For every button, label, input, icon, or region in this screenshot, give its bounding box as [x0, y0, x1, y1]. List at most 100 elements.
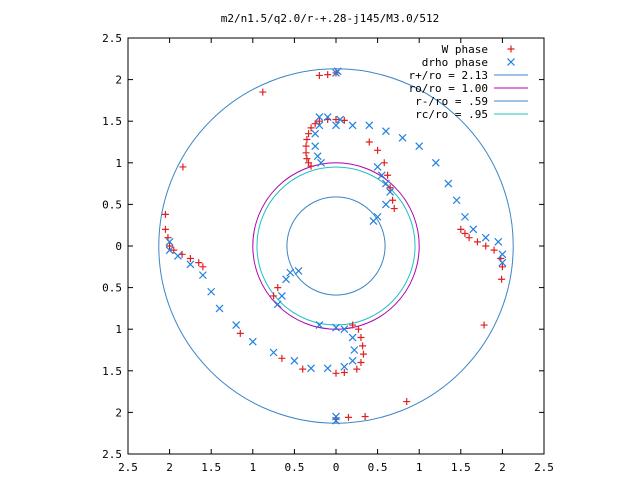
drho-phase-point: [173, 252, 182, 260]
drho-phase-point: [323, 364, 332, 373]
w-phase-point: [303, 155, 311, 163]
y-tick-label: 1: [115, 323, 122, 336]
drho-phase-point: [348, 356, 357, 365]
w-phase-point: [482, 242, 490, 250]
chart-title: m2/n1.5/q2.0/r-+.28-j145/M3.0/512: [221, 12, 440, 25]
drho-phase-point: [398, 133, 407, 142]
legend-marker: [507, 58, 515, 66]
w-phase-point: [340, 116, 348, 124]
drho-phase-point: [198, 271, 207, 280]
drho-phase-point: [165, 237, 174, 246]
data-points: [161, 67, 507, 425]
drho-phase-point: [348, 121, 357, 130]
y-tick-label: 1: [115, 157, 122, 170]
drho-phase-point: [277, 291, 286, 300]
x-tick-label: 1.5: [451, 461, 471, 474]
w-phase-point: [236, 329, 244, 337]
drho-phase-point: [315, 113, 324, 121]
w-phase-point: [332, 369, 340, 377]
w-phase-point: [302, 142, 310, 150]
w-phase-point: [274, 284, 282, 292]
w-phase-point: [259, 88, 267, 96]
x-tick-label: 1.5: [201, 461, 221, 474]
w-phase-point: [278, 354, 286, 362]
drho-phase-point: [373, 163, 382, 171]
drho-phase-point: [332, 323, 340, 332]
legend-label: r-/ro = .59: [415, 95, 488, 108]
w-phase-point: [340, 368, 348, 376]
w-phase-point: [195, 259, 203, 267]
w-phase-point: [361, 413, 369, 421]
reference-circle: [256, 166, 416, 326]
reference-circle: [252, 162, 420, 330]
drho-phase-point: [311, 142, 320, 151]
w-phase-point: [349, 321, 357, 329]
drho-phase-point: [336, 115, 345, 124]
w-phase-point: [403, 398, 411, 406]
w-phase-point: [161, 225, 169, 233]
drho-phase-point: [461, 212, 469, 221]
drho-phase-point: [348, 333, 357, 342]
w-phase-point: [390, 205, 398, 213]
w-phase-point: [307, 162, 315, 170]
drho-phase-point: [369, 217, 378, 225]
w-phase-point: [270, 292, 278, 300]
x-tick-label: 0: [333, 461, 340, 474]
legend-label: r+/ro = 2.13: [409, 69, 488, 82]
drho-phase-point: [315, 321, 324, 329]
legend-label: drho phase: [422, 56, 488, 69]
x-tick-label: 0.5: [368, 461, 388, 474]
drho-phase-point: [415, 142, 424, 151]
legend-marker: [507, 45, 515, 53]
w-phase-point: [161, 210, 169, 218]
w-phase-point: [457, 225, 465, 233]
y-tick-label: 1.5: [102, 115, 122, 128]
y-tick-label: 1.5: [102, 365, 122, 378]
drho-phase-point: [444, 179, 453, 188]
w-phase-point: [461, 230, 469, 238]
x-tick-label: 2: [499, 461, 506, 474]
drho-phase-point: [332, 121, 340, 130]
w-phase-point: [498, 275, 506, 283]
legend-label: rc/ro = .95: [415, 108, 488, 121]
reference-circles: [158, 68, 514, 424]
x-tick-label: 2: [166, 461, 173, 474]
drho-phase-point: [290, 356, 299, 365]
y-tick-label: 0: [115, 240, 122, 253]
y-tick-label: 2: [115, 74, 122, 87]
y-tick-label: 0.5: [102, 282, 122, 295]
x-tick-label: 1: [416, 461, 423, 474]
w-phase-point: [357, 334, 365, 342]
drho-phase-point: [498, 250, 507, 259]
legend-label: W phase: [442, 43, 488, 56]
w-phase-point: [386, 184, 394, 192]
x-tick-label: 1: [249, 461, 256, 474]
reference-circle: [286, 196, 386, 296]
w-phase-point: [490, 246, 498, 254]
drho-phase-point: [313, 152, 322, 161]
drho-phase-point: [498, 258, 507, 267]
x-tick-label: 0.5: [284, 461, 304, 474]
w-phase-point: [465, 234, 473, 242]
drho-phase-point: [269, 348, 278, 357]
w-phase-point: [380, 159, 388, 167]
w-phase-point: [384, 171, 392, 179]
drho-phase-point: [282, 275, 291, 284]
drho-phase-point: [207, 287, 216, 296]
w-phase-point: [305, 130, 313, 138]
drho-phase-point: [232, 321, 241, 329]
drho-phase-point: [377, 171, 386, 180]
drho-phase-point: [452, 196, 461, 205]
drho-phase-point: [340, 325, 349, 334]
x-tick-label: 2.5: [534, 461, 554, 474]
w-phase-point: [359, 350, 367, 358]
w-phase-point: [166, 242, 174, 250]
y-tick-label: 2.5: [102, 448, 122, 461]
w-phase-point: [186, 254, 194, 262]
w-phase-point: [307, 124, 315, 132]
y-tick-label: 2.5: [102, 32, 122, 45]
drho-phase-point: [340, 362, 349, 371]
w-phase-point: [199, 263, 207, 271]
drho-phase-point: [323, 113, 332, 121]
